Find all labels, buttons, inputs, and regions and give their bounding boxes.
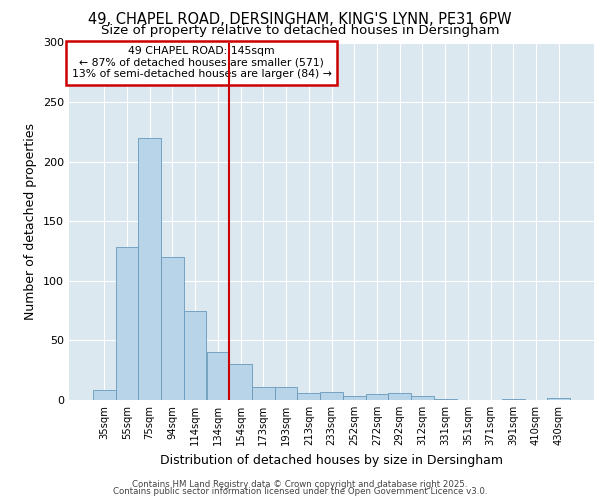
Bar <box>275 387 298 400</box>
Text: 49 CHAPEL ROAD: 145sqm
← 87% of detached houses are smaller (571)
13% of semi-de: 49 CHAPEL ROAD: 145sqm ← 87% of detached… <box>71 46 331 80</box>
Bar <box>116 248 139 400</box>
Bar <box>93 390 116 400</box>
Bar <box>252 387 275 400</box>
Bar <box>229 364 252 400</box>
Bar <box>161 257 184 400</box>
Bar <box>365 394 388 400</box>
Text: 49, CHAPEL ROAD, DERSINGHAM, KING'S LYNN, PE31 6PW: 49, CHAPEL ROAD, DERSINGHAM, KING'S LYNN… <box>88 12 512 26</box>
Bar <box>434 399 457 400</box>
Bar <box>411 396 434 400</box>
Bar <box>320 392 343 400</box>
Text: Contains public sector information licensed under the Open Government Licence v3: Contains public sector information licen… <box>113 487 487 496</box>
Bar <box>298 393 320 400</box>
Bar <box>206 352 229 400</box>
Text: Size of property relative to detached houses in Dersingham: Size of property relative to detached ho… <box>101 24 499 37</box>
Bar <box>388 393 411 400</box>
Text: Contains HM Land Registry data © Crown copyright and database right 2025.: Contains HM Land Registry data © Crown c… <box>132 480 468 489</box>
Bar <box>547 398 570 400</box>
Bar <box>139 138 161 400</box>
X-axis label: Distribution of detached houses by size in Dersingham: Distribution of detached houses by size … <box>160 454 503 466</box>
Y-axis label: Number of detached properties: Number of detached properties <box>25 122 37 320</box>
Bar <box>343 396 365 400</box>
Bar <box>502 399 524 400</box>
Bar <box>184 310 206 400</box>
